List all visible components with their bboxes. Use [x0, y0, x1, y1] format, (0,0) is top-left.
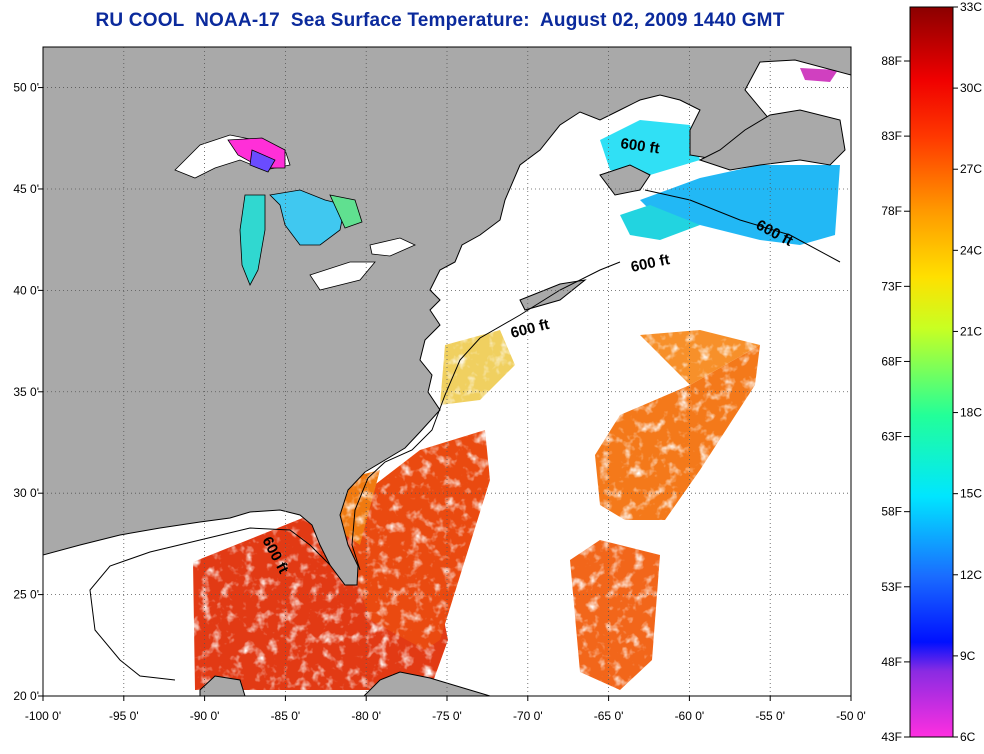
lon-tick-label: -50 0' [836, 709, 866, 723]
great-lakes [174, 134, 416, 291]
lat-tick-label: 30 0' [13, 486, 39, 500]
fahrenheit-label: 43F [881, 730, 902, 744]
celsius-label: 9C [960, 649, 976, 663]
isobath-600ft [89, 189, 841, 681]
lat-tick-label: 40 0' [13, 283, 39, 297]
celsius-label: 21C [960, 324, 982, 338]
fahrenheit-label: 63F [881, 430, 902, 444]
fahrenheit-label: 88F [881, 54, 902, 68]
lon-tick-label: -70 0' [513, 709, 543, 723]
fahrenheit-label: 78F [881, 204, 902, 218]
lon-tick-label: -95 0' [109, 709, 139, 723]
fahrenheit-label: 48F [881, 655, 902, 669]
celsius-label: 15C [960, 487, 982, 501]
celsius-label: 27C [960, 162, 982, 176]
lon-tick-label: -60 0' [675, 709, 705, 723]
lon-tick-label: -75 0' [432, 709, 462, 723]
celsius-label: 33C [960, 0, 982, 14]
colorbar-ticks: 88F 83F 78F 73F 68F 63F 58F 53F 48F 43F 33C 30C 27C 2… [881, 0, 982, 744]
celsius-label: 30C [960, 81, 982, 95]
lat-tick-label: 45 0' [13, 182, 39, 196]
lat-tick-label: 50 0' [13, 81, 39, 95]
celsius-label: 12C [960, 568, 982, 582]
longitude-axis: -100 0' -95 0' -90 0' -85 0' -80 0' -75 0' -70… [25, 696, 866, 723]
sst-cool-swaths [600, 68, 840, 245]
grid [43, 47, 851, 696]
map-title: RU COOL NOAA-17 Sea Surface Temperature:… [95, 10, 785, 31]
lat-tick-label: 25 0' [13, 588, 39, 602]
lon-tick-label: -90 0' [190, 709, 220, 723]
fahrenheit-label: 83F [881, 129, 902, 143]
fahrenheit-label: 58F [881, 505, 902, 519]
lat-tick-label: 20 0' [13, 689, 39, 703]
temperature-colorbar [909, 6, 954, 738]
lon-tick-label: -85 0' [271, 709, 301, 723]
lon-tick-label: -65 0' [594, 709, 624, 723]
fahrenheit-label: 53F [881, 580, 902, 594]
fahrenheit-label: 68F [881, 354, 902, 368]
lon-tick-label: -80 0' [351, 709, 381, 723]
lon-tick-label: -100 0' [25, 709, 61, 723]
celsius-label: 18C [960, 406, 982, 420]
isobath-label-1: 600 ft [619, 135, 660, 157]
lon-tick-label: -55 0' [755, 709, 785, 723]
lat-tick-label: 35 0' [13, 385, 39, 399]
land [43, 47, 851, 696]
latitude-axis: 20 0' 25 0' 30 0' 35 0' 40 0' 45 0' 50 0' [13, 81, 43, 703]
celsius-label: 24C [960, 243, 982, 257]
celsius-label: 6C [960, 730, 976, 744]
fahrenheit-label: 73F [881, 279, 902, 293]
